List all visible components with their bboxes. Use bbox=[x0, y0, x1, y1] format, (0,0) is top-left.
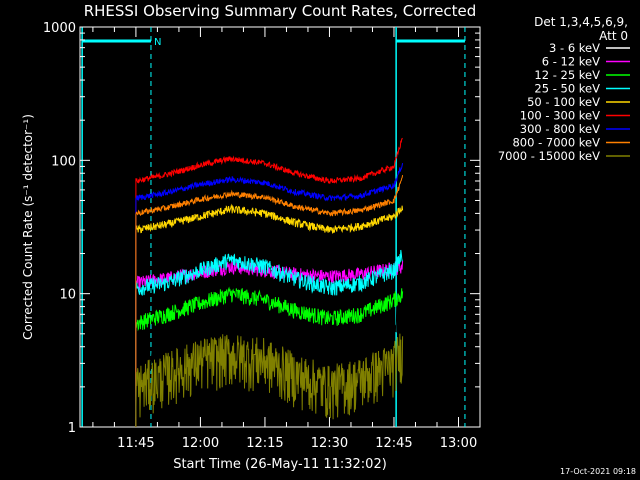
x-tick-label: 12:15 bbox=[246, 436, 283, 451]
legend-entry-label: 800 - 7000 keV bbox=[512, 136, 600, 150]
x-tick-label: 12:45 bbox=[375, 436, 412, 451]
series-lines bbox=[135, 137, 404, 427]
legend-entry-label: 12 - 25 keV bbox=[534, 68, 600, 82]
series-line bbox=[135, 286, 404, 427]
series-line bbox=[135, 137, 403, 427]
chart-title: RHESSI Observing Summary Count Rates, Co… bbox=[84, 2, 477, 20]
y-tick-label: 100 bbox=[51, 154, 76, 169]
legend-entry-label: 25 - 50 keV bbox=[534, 82, 600, 96]
legend-header-line-1: Det 1,3,4,5,6,9, bbox=[534, 15, 628, 29]
series-line bbox=[135, 333, 404, 427]
interval-label: N bbox=[154, 37, 161, 48]
legend-entry-label: 300 - 800 keV bbox=[520, 122, 600, 136]
y-tick-label: 10 bbox=[59, 288, 76, 303]
y-axis-label: Corrected Count Rate (s⁻¹ detector⁻¹) bbox=[21, 114, 35, 340]
x-tick-label: 12:30 bbox=[311, 436, 348, 451]
plot-frame bbox=[79, 26, 481, 428]
x-tick-label: 13:00 bbox=[440, 436, 477, 451]
x-tick-label: 12:00 bbox=[182, 436, 219, 451]
series-line bbox=[135, 203, 404, 427]
x-tick-label: 11:45 bbox=[117, 436, 154, 451]
legend-entry-label: 50 - 100 keV bbox=[527, 95, 600, 109]
legend-entry-label: 7000 - 15000 keV bbox=[498, 149, 600, 163]
legend-entry-label: 6 - 12 keV bbox=[542, 55, 600, 69]
series-line bbox=[135, 298, 404, 427]
x-axis-label: Start Time (26-May-11 11:32:02) bbox=[173, 457, 387, 472]
series-line bbox=[135, 175, 404, 427]
timestamp: 17-Oct-2021 09:18 bbox=[560, 467, 636, 476]
y-tick-label: 1000 bbox=[43, 21, 76, 36]
y-tick-label: 1 bbox=[68, 421, 76, 436]
series-line bbox=[135, 249, 403, 427]
legend-entry-label: 3 - 6 keV bbox=[549, 41, 600, 55]
series-line bbox=[135, 163, 404, 427]
legend-header-line-2: Att 0 bbox=[599, 29, 628, 43]
axis-ticks: 1 10 100 1000 11:45 12:00 12:15 12:30 12:45 13:00 bbox=[43, 21, 481, 451]
legend-entry-label: 100 - 300 keV bbox=[520, 109, 600, 123]
